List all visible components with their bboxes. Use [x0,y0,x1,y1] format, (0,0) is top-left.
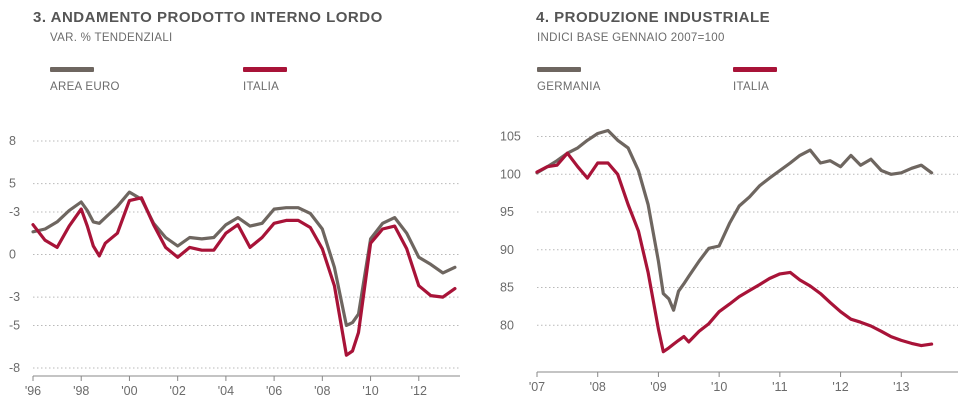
y-tick-label: -3 [9,205,20,219]
y-tick-label: 80 [500,318,514,332]
y-tick-label: -5 [9,318,20,332]
y-tick-label: 0 [9,248,16,262]
x-tick-label: '98 [73,384,89,398]
x-tick-label: '04 [218,384,234,398]
x-tick-label: '13 [893,380,909,394]
y-tick-label: 100 [500,167,521,181]
series-line-italia [31,196,457,357]
chart-subtitle: VAR. % TENDENZIALI [50,32,173,44]
y-tick-label: -8 [9,361,20,375]
x-tick-label: '11 [772,380,787,394]
x-tick-label: '06 [266,384,282,398]
y-tick-label: 85 [500,281,514,295]
y-tick-label: -3 [9,290,20,304]
chart-title: 4. PRODUZIONE INDUSTRIALE [536,9,771,26]
chart-produzione: 80 85 90 95 100 105 '07 '08 '09 '10 '11 '12 '13 [500,128,958,394]
y-tick-label: 8 [9,134,16,148]
legend-swatch-germania [537,67,581,72]
chart-pil: 8 5 -3 0 -3 -5 -8 '96 '98 '00 '02 '04 '06 '08 '10 '12 [9,134,460,398]
legend-swatch-italia [243,67,287,72]
x-tick-label: '12 [832,380,848,394]
y-tick-label: 5 [9,177,16,191]
x-tick-label: '10 [362,384,378,398]
x-tick-label: '12 [411,384,427,398]
series-line-germania [535,128,934,312]
legend-label-italia: ITALIA [243,81,280,93]
x-tick-label: '07 [529,380,545,394]
y-tick-label: 90 [500,243,514,257]
x-tick-label: '10 [711,380,727,394]
series-line-italia [535,151,934,354]
y-tick-label: 95 [500,205,514,219]
x-tick-label: '09 [650,380,666,394]
x-tick-label: '08 [590,380,606,394]
x-tick-label: '02 [170,384,186,398]
chart-title: 3. ANDAMENTO PRODOTTO INTERNO LORDO [33,9,383,26]
chart-subtitle: INDICI BASE GENNAIO 2007=100 [537,32,725,44]
x-tick-label: '96 [25,384,41,398]
legend-swatch-italia [733,67,777,72]
legend-swatch-area-euro [50,67,94,72]
x-tick-label: '00 [121,384,137,398]
legend-label-germania: GERMANIA [537,81,601,93]
x-tick-label: '08 [314,384,330,398]
legend-label-area-euro: AREA EURO [50,81,120,93]
series-line-area-euro [31,190,457,327]
legend-label-italia: ITALIA [733,81,770,93]
y-tick-label: 105 [500,130,521,144]
